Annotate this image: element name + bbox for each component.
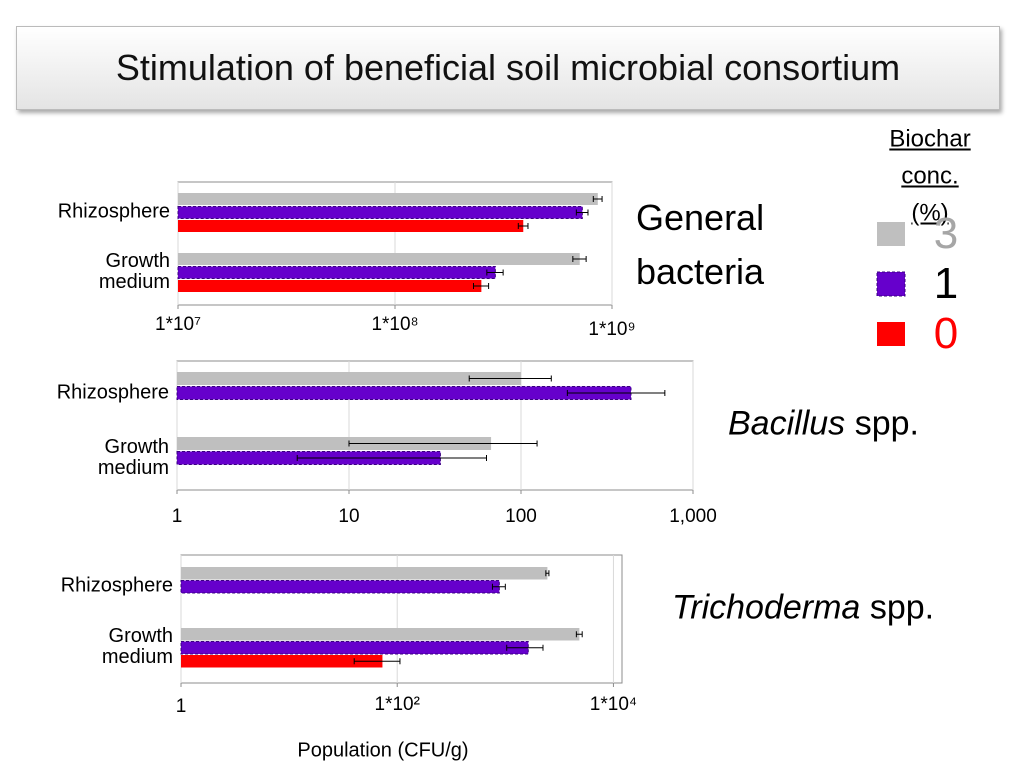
x-tick-label: 1*10⁸ [371, 314, 419, 335]
legend-swatch [877, 222, 905, 246]
bar [181, 628, 580, 641]
bar [178, 280, 482, 292]
x-tick-label: 1 [175, 696, 187, 717]
bar [180, 641, 529, 655]
legend-label: 1 [933, 259, 959, 308]
x-tick-label: 1*10⁴ [589, 694, 638, 715]
bar [177, 266, 496, 279]
title-part: spp. [869, 588, 935, 627]
x-tick-label: 1,000 [669, 506, 717, 527]
bar [181, 655, 383, 668]
bar [178, 253, 580, 265]
chart-title: General [636, 197, 765, 238]
category-label: Rhizosphere [60, 574, 173, 597]
x-tick-label: 100 [505, 506, 537, 527]
category-label: Rhizosphere [56, 381, 169, 404]
legend-label: 0 [933, 309, 959, 358]
chart-title: Trichoderma spp. [672, 589, 934, 628]
category-label: Growth medium [97, 435, 170, 479]
bar [180, 580, 500, 594]
title-part: Trichoderma [672, 588, 861, 627]
title-part: Bacillus [728, 404, 846, 443]
bar [178, 193, 598, 205]
bar [177, 206, 583, 219]
chart-title: bacteria [636, 251, 765, 292]
category-label: Growth medium [98, 250, 171, 294]
chart-title: Bacillus spp. [728, 405, 919, 444]
bar [181, 567, 548, 580]
legend-label: 3 [933, 209, 959, 258]
x-tick-label: 1*10² [374, 694, 420, 715]
legend-title: Biochar conc.(%) [889, 125, 971, 227]
bar [177, 437, 492, 450]
category-label: Rhizosphere [57, 200, 170, 223]
x-axis-label: Population (CFU/g) [297, 739, 469, 762]
title-part: spp. [854, 404, 919, 443]
bar [178, 220, 524, 232]
x-tick-label: 10 [338, 506, 360, 527]
bar [176, 386, 632, 400]
legend-swatch [877, 322, 905, 346]
x-tick-label: 1*10⁷ [155, 314, 201, 335]
x-tick-label: 1 [171, 506, 183, 527]
bar [177, 372, 521, 385]
category-label: Growth medium [101, 625, 174, 669]
x-tick-label: 1*10⁹ [588, 319, 636, 340]
legend-swatch [876, 271, 906, 297]
slide-title: Stimulation of beneficial soil microbial… [16, 26, 1000, 110]
